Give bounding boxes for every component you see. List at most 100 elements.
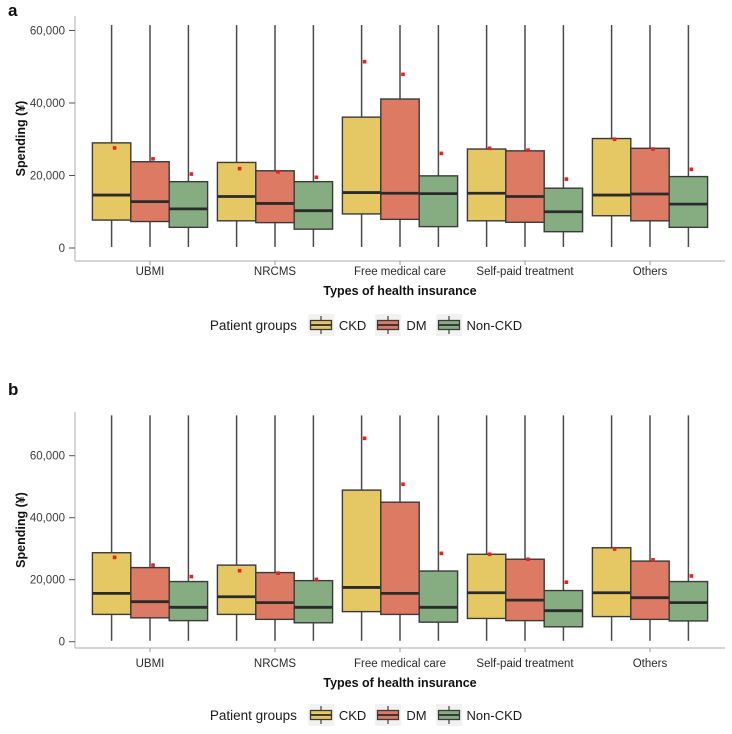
iqr-box: [130, 161, 170, 223]
legend-item-non-ckd: Non-CKD: [435, 314, 522, 336]
box-ckd-free-medical-care: [341, 415, 382, 641]
box-ckd-nrcms: [216, 25, 257, 247]
y-tick-label: 20,000: [30, 171, 65, 183]
y-tick-label: 0: [59, 243, 65, 255]
panel-a: a 0 20,000 40,000 60,000 Spending (¥) UBMI NRC…: [0, 1, 732, 336]
legend-a: Patient groups CKD DM Non-CKD: [0, 314, 732, 336]
legend-key-boxplot-icon: [307, 704, 334, 726]
boxplot-chart-a: 0 20,000 40,000 60,000 Spending (¥) UBMI NRCMS…: [14, 16, 725, 298]
mean-marker: [276, 571, 280, 575]
iqr-box: [418, 570, 459, 623]
iqr-box: [505, 558, 545, 622]
box-non-ckd-others: [668, 25, 709, 247]
mean-marker: [564, 580, 569, 584]
mean-marker: [237, 568, 242, 573]
legend-title: Patient groups: [209, 707, 297, 723]
legend-b: Patient groups CKD DM Non-CKD: [0, 704, 732, 726]
mean-marker: [651, 558, 655, 562]
box-dm-others: [630, 25, 670, 247]
legend-item-dm: DM: [375, 704, 427, 726]
mean-marker: [151, 157, 155, 161]
x-tick-label: UBMI: [136, 658, 165, 670]
y-tick-label: 20,000: [30, 575, 65, 587]
y-tick-label: 40,000: [30, 98, 65, 110]
mean-marker: [401, 72, 405, 77]
mean-marker: [112, 555, 117, 560]
box-ckd-free-medical-care: [341, 25, 382, 247]
box-dm-free-medical-care: [380, 415, 420, 641]
box-non-ckd-ubmi: [168, 415, 209, 641]
iqr-box: [380, 98, 420, 221]
box-non-ckd-free-medical-care: [418, 25, 459, 247]
iqr-box: [630, 147, 670, 222]
x-axis-title: Types of health insurance: [323, 284, 476, 298]
x-axis-title: Types of health insurance: [323, 676, 476, 690]
box-non-ckd-nrcms: [293, 25, 334, 247]
box-ckd-ubmi: [91, 415, 132, 641]
mean-marker: [564, 177, 569, 181]
box-dm-nrcms: [255, 25, 295, 247]
mean-marker: [151, 563, 155, 567]
mean-marker: [612, 137, 617, 142]
box-non-ckd-self-paid-treatment: [543, 25, 584, 247]
legend-label: CKD: [338, 317, 367, 333]
box-ckd-self-paid-treatment: [466, 25, 507, 247]
legend-item-non-ckd: Non-CKD: [435, 704, 522, 726]
box-ckd-self-paid-treatment: [466, 415, 507, 641]
iqr-box: [380, 501, 420, 616]
legend-label: DM: [406, 707, 427, 723]
mean-marker: [439, 551, 444, 556]
box-ckd-others: [591, 415, 632, 641]
legend-key-boxplot-icon: [435, 704, 462, 726]
box-dm-free-medical-care: [380, 25, 420, 247]
box-dm-ubmi: [130, 415, 170, 641]
legend-item-dm: DM: [375, 314, 427, 336]
mean-marker: [362, 436, 367, 441]
mean-marker: [487, 552, 492, 557]
y-axis-title: Spending (¥): [14, 101, 28, 177]
mean-marker: [314, 175, 319, 180]
x-tick-label: Self-paid treatment: [476, 266, 574, 278]
iqr-box: [505, 150, 545, 223]
iqr-box: [216, 161, 257, 222]
x-tick-label: Free medical care: [354, 658, 446, 670]
iqr-box: [630, 560, 670, 621]
box-non-ckd-ubmi: [168, 25, 209, 247]
mean-marker: [439, 151, 444, 156]
legend-key-boxplot-icon: [375, 704, 402, 726]
iqr-box: [591, 547, 632, 618]
box-ckd-others: [591, 25, 632, 247]
mean-marker: [487, 146, 492, 151]
mean-marker: [526, 148, 530, 152]
mean-marker: [401, 482, 405, 487]
x-tick-label: Self-paid treatment: [476, 658, 574, 670]
box-non-ckd-nrcms: [293, 415, 334, 641]
legend-key-boxplot-icon: [375, 314, 402, 336]
iqr-box: [543, 589, 584, 628]
box-ckd-nrcms: [216, 415, 257, 641]
mean-marker: [112, 146, 117, 150]
x-tick-label: Free medical care: [354, 266, 446, 278]
y-tick-label: 0: [59, 637, 65, 649]
mean-marker: [689, 167, 694, 172]
box-ckd-ubmi: [91, 25, 132, 247]
iqr-box: [168, 180, 209, 229]
iqr-box: [466, 553, 507, 620]
iqr-box: [91, 142, 132, 221]
legend-key-boxplot-icon: [435, 314, 462, 336]
y-tick-label: 40,000: [30, 513, 65, 525]
iqr-box: [91, 552, 132, 616]
box-non-ckd-free-medical-care: [418, 415, 459, 641]
mean-marker: [237, 166, 242, 171]
mean-marker: [189, 574, 194, 579]
box-dm-self-paid-treatment: [505, 415, 545, 641]
legend-item-ckd: CKD: [307, 704, 366, 726]
x-tick-label: NRCMS: [254, 266, 296, 278]
iqr-box: [293, 579, 334, 624]
mean-marker: [276, 170, 280, 174]
y-tick-label: 60,000: [30, 451, 65, 463]
x-tick-label: UBMI: [136, 266, 165, 278]
y-tick-label: 60,000: [30, 26, 65, 38]
legend-item-ckd: CKD: [307, 314, 367, 336]
